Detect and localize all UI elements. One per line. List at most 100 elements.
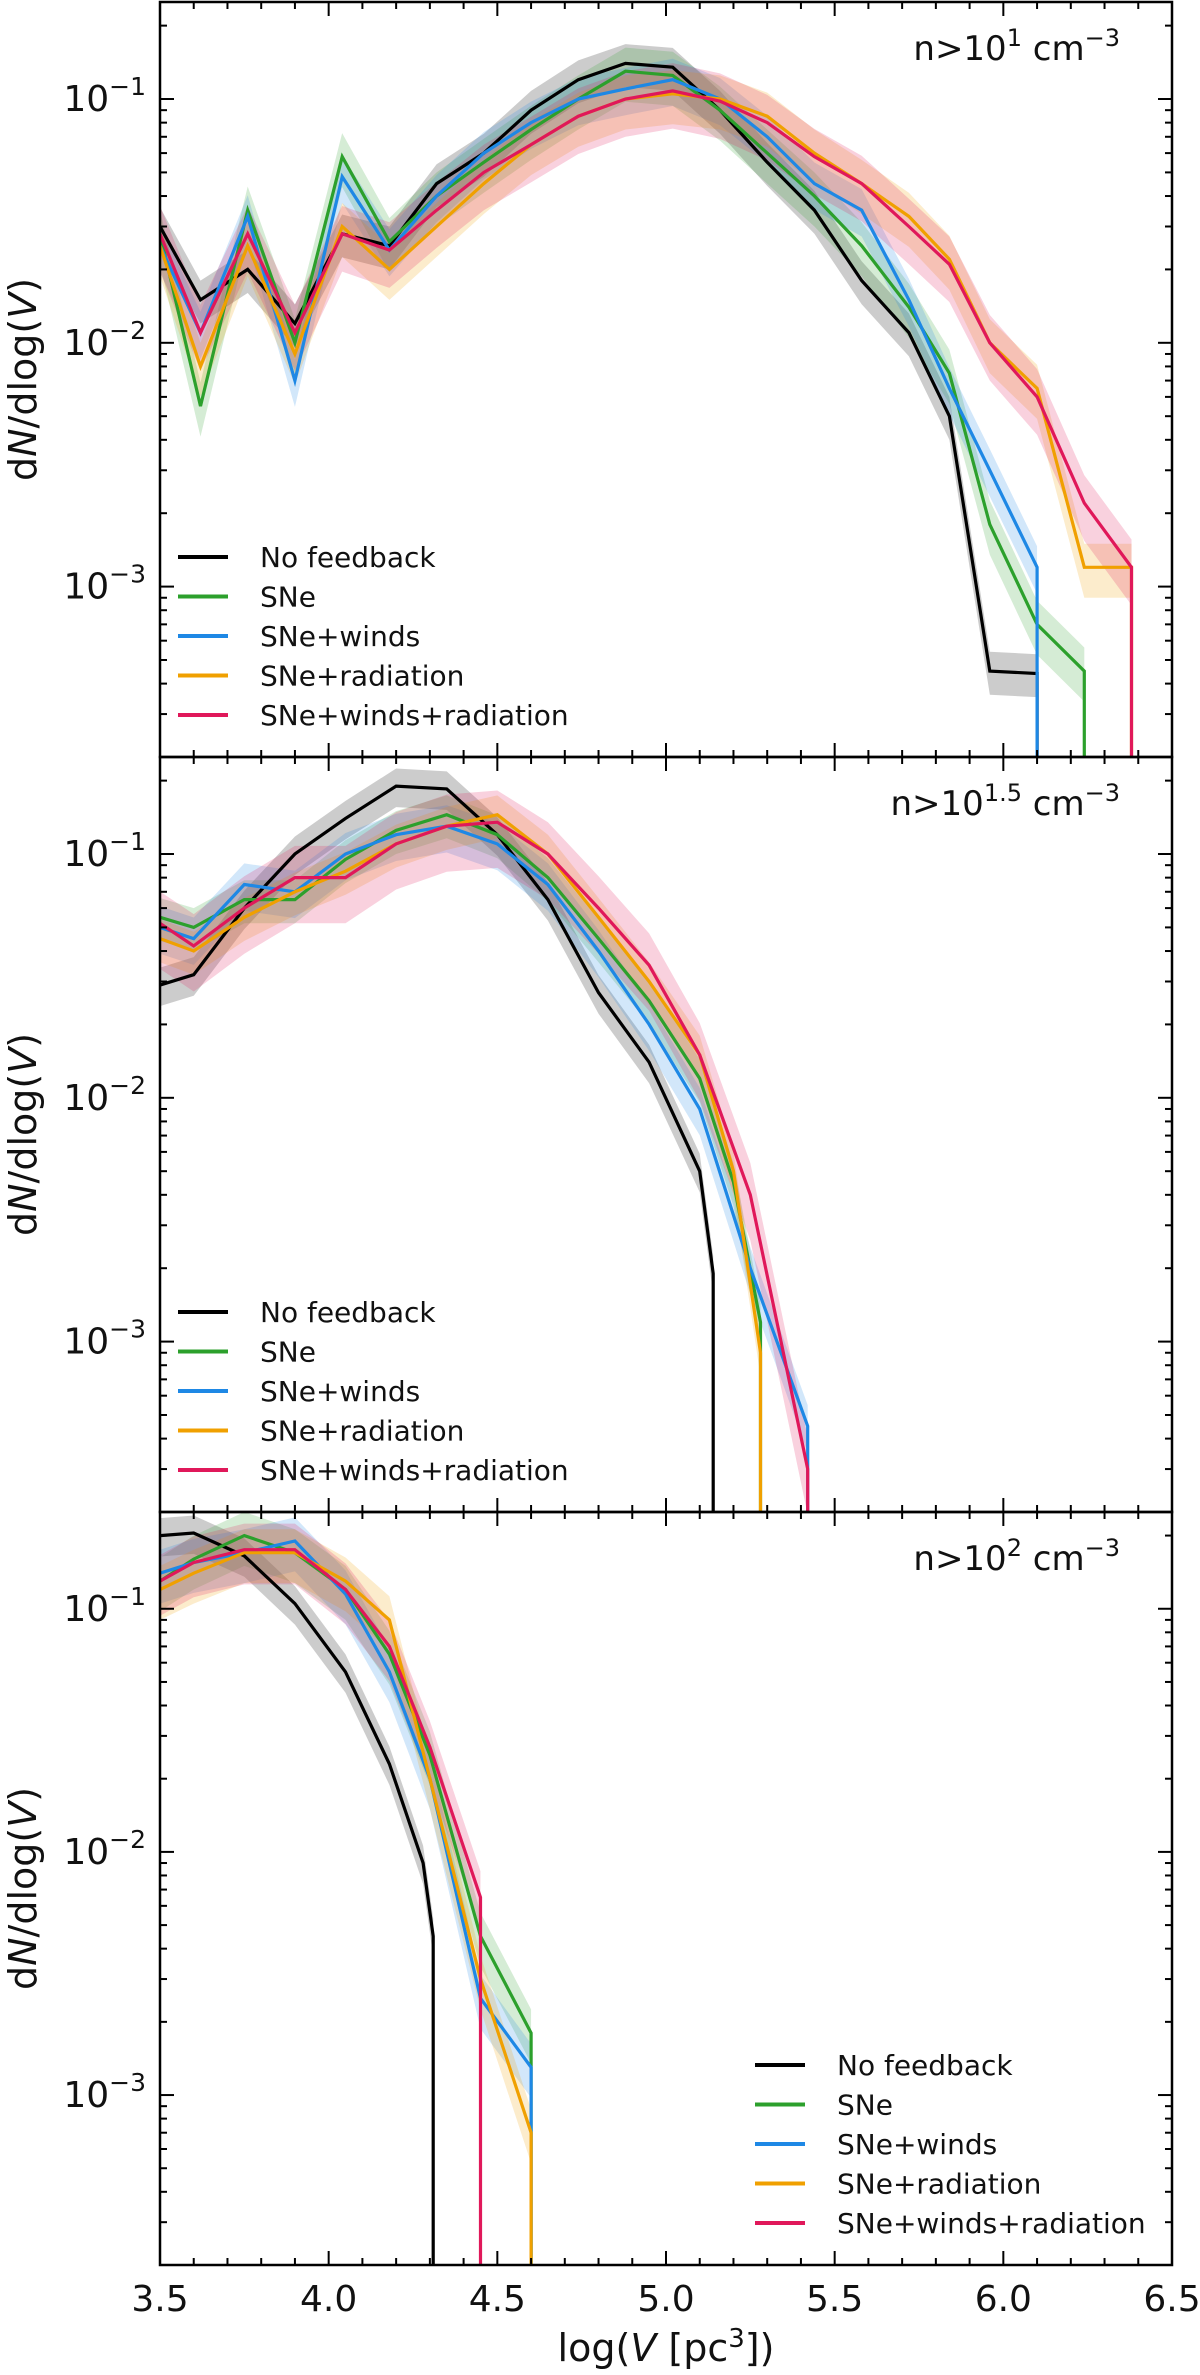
panel-1: 10−310−210−1dN/dlog(V)n>101 cm−3No feedb… — [1, 0, 1174, 759]
panel-label-unit: cm — [1022, 29, 1085, 69]
y-label-part: N — [1, 1183, 45, 1211]
y-label-part: d — [1, 1212, 45, 1236]
x-axis-label: log(V [pc3]) — [558, 2324, 775, 2370]
panel-label-unit: cm — [1022, 1539, 1085, 1579]
line-sne — [160, 69, 1086, 757]
band-no-feedback — [160, 44, 1038, 698]
legend-label-no-feedback: No feedback — [260, 1296, 436, 1329]
x-label-exponent: 3 — [728, 2324, 745, 2354]
panel-label-text: n>10 — [913, 29, 1006, 69]
y-tick-exponent: −2 — [109, 1071, 146, 1100]
y-tick-base: 10 — [63, 1832, 109, 1873]
legend-label-sne: SNe — [260, 1336, 316, 1369]
legend-label-sne-radiation: SNe+radiation — [260, 1415, 464, 1448]
y-tick-label: 10−1 — [63, 827, 146, 875]
x-tick-label: 5.5 — [806, 2279, 863, 2320]
panel-density-label: n>102 cm−3 — [913, 1534, 1120, 1579]
y-tick-base: 10 — [63, 1078, 109, 1119]
band-sne-winds — [160, 58, 1038, 594]
y-label-part: V — [1, 1045, 45, 1074]
x-label-part: ]) — [745, 2326, 775, 2370]
line-sne-winds-radiation — [160, 820, 810, 1512]
y-label-part: d — [1, 1966, 45, 1990]
band-sne-radiation — [160, 795, 761, 1377]
y-tick-label: 10−2 — [63, 1071, 146, 1119]
x-tick-label: 4.5 — [469, 2279, 526, 2320]
y-tick-exponent: −3 — [109, 2068, 146, 2097]
legend-label-sne-winds-radiation: SNe+winds+radiation — [837, 2207, 1146, 2240]
y-label-part: ) — [1, 1787, 45, 1802]
legend-label-sne: SNe — [837, 2089, 893, 2122]
panel-label-exponent: 2 — [1007, 1534, 1022, 1562]
legend-label-no-feedback: No feedback — [837, 2049, 1013, 2082]
line-sne-winds-radiation — [160, 89, 1134, 757]
line-sne — [160, 1533, 533, 2265]
panel-label-text: n>10 — [913, 1539, 1006, 1579]
legend-label-sne-winds-radiation: SNe+winds+radiation — [260, 1454, 569, 1487]
panel-2: 10−310−210−1dN/dlog(V)n>101.5 cm−3No fee… — [1, 755, 1174, 1514]
y-label-part: V — [1, 290, 45, 319]
legend-label-sne: SNe — [260, 581, 316, 614]
line-sne-radiation — [160, 812, 763, 1512]
line-no-feedback — [160, 61, 1039, 757]
y-tick-base: 10 — [63, 834, 109, 875]
y-axis-label: dN/dlog(V) — [1, 278, 45, 481]
y-tick-exponent: −1 — [109, 827, 146, 856]
y-tick-base: 10 — [63, 323, 109, 364]
plot-area — [160, 44, 1134, 757]
y-label-part: ) — [1, 278, 45, 293]
y-tick-exponent: −1 — [109, 1582, 146, 1611]
legend-label-sne-radiation: SNe+radiation — [837, 2168, 1041, 2201]
band-sne — [160, 1512, 532, 2064]
y-axis-label: dN/dlog(V) — [1, 1787, 45, 1990]
plot-area — [160, 768, 810, 1512]
legend-label-sne-winds: SNe+winds — [837, 2128, 997, 2161]
y-tick-exponent: −1 — [109, 72, 146, 101]
panel-density-label: n>101.5 cm−3 — [891, 779, 1121, 824]
x-tick-label: 6.5 — [1143, 2279, 1200, 2320]
plot-area — [160, 1512, 533, 2265]
y-tick-label: 10−3 — [63, 560, 146, 608]
y-tick-exponent: −2 — [109, 316, 146, 345]
line-sne-winds — [160, 824, 810, 1512]
panel-density-label: n>101 cm−3 — [913, 24, 1120, 69]
y-label-part: /dlog( — [1, 1074, 45, 1184]
y-tick-exponent: −2 — [109, 1825, 146, 1854]
y-tick-label: 10−1 — [63, 72, 146, 120]
y-tick-base: 10 — [63, 567, 109, 608]
panel-label-unit: cm — [1022, 784, 1085, 824]
panel-label-text: n>10 — [891, 784, 984, 824]
y-tick-label: 10−2 — [63, 316, 146, 364]
panel-label-exponent: −3 — [1085, 779, 1120, 807]
y-tick-base: 10 — [63, 1589, 109, 1630]
y-tick-base: 10 — [63, 79, 109, 120]
y-label-part: d — [1, 457, 45, 481]
y-tick-exponent: −3 — [109, 560, 146, 589]
y-label-part: V — [1, 1799, 45, 1828]
panel-label-exponent: −3 — [1085, 1534, 1120, 1562]
y-tick-label: 10−1 — [63, 1582, 146, 1630]
band-sne-radiation — [160, 1529, 532, 2164]
band-sne-winds — [160, 1517, 532, 2098]
y-tick-exponent: −3 — [109, 1315, 146, 1344]
y-label-part: ) — [1, 1033, 45, 1048]
legend-label-sne-winds-radiation: SNe+winds+radiation — [260, 699, 569, 732]
x-tick-label: 6.0 — [975, 2279, 1032, 2320]
band-sne-winds-radiation — [160, 63, 1132, 606]
y-axis-label: dN/dlog(V) — [1, 1033, 45, 1236]
y-tick-base: 10 — [63, 2075, 109, 2116]
band-sne-winds-radiation — [160, 790, 808, 1512]
y-label-part: /dlog( — [1, 1828, 45, 1938]
x-tick-label: 5.0 — [637, 2279, 694, 2320]
x-label-part: log( — [558, 2326, 631, 2370]
y-tick-label: 10−3 — [63, 1315, 146, 1363]
panel-3: 10−310−210−1dN/dlog(V)n>102 cm−3No feedb… — [1, 1510, 1200, 2370]
panel-label-exponent: −3 — [1085, 24, 1120, 52]
x-label-part: [pc — [656, 2326, 728, 2370]
x-tick-label: 3.5 — [131, 2279, 188, 2320]
x-tick-label: 4.0 — [300, 2279, 357, 2320]
line-sne-winds-radiation — [160, 1548, 483, 2265]
y-tick-label: 10−2 — [63, 1825, 146, 1873]
y-tick-base: 10 — [63, 1322, 109, 1363]
